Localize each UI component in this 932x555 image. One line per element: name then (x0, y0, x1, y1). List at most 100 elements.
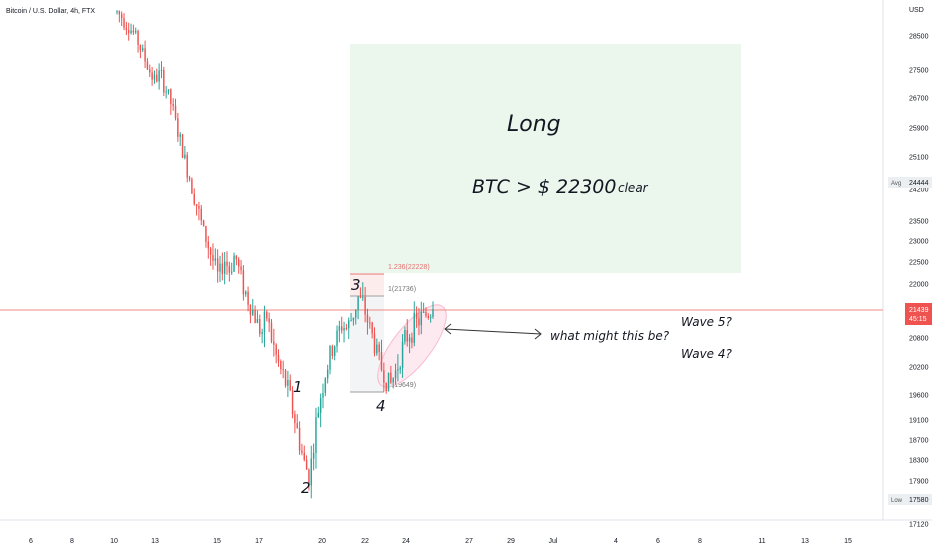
candle-body (230, 271, 233, 273)
candle-body (432, 309, 434, 317)
wave-label-1: 1 (293, 378, 303, 396)
candle-body (181, 134, 184, 158)
candle-body (348, 320, 350, 329)
symbol-title: Bitcoin / U.S. Dollar, 4h, FTX (6, 8, 95, 15)
candle-body (287, 379, 289, 386)
wave-label-4: 4 (376, 397, 386, 415)
candle-body (207, 241, 210, 249)
candle-body (228, 265, 231, 273)
time-tick-label: 6 (29, 538, 33, 545)
price-tick-label: 26700 (909, 96, 929, 103)
candle-body (256, 319, 259, 323)
clear-note: clear (618, 181, 649, 195)
time-tick-label: 6 (656, 538, 660, 545)
fib-band-upper (350, 274, 384, 296)
avg-label-bg (888, 177, 906, 188)
candle-body (132, 30, 135, 33)
candles-group (116, 10, 434, 499)
candle-body (273, 341, 275, 345)
candle-body (142, 48, 144, 51)
price-tick-label: 20200 (909, 365, 929, 372)
candle-body (317, 412, 320, 418)
last-price-value: 21439 (909, 307, 929, 314)
candle-body (254, 310, 256, 323)
candle-body (116, 11, 118, 13)
time-tick-label: 22 (361, 538, 369, 545)
candle-body (413, 312, 415, 343)
low-price-tag: Low 17580 (888, 494, 932, 505)
price-axis[interactable]: 28500 27500 26700 25900 25100 24200 23500 23000… (909, 34, 929, 529)
candle-body (401, 341, 404, 368)
candle-body (394, 370, 397, 379)
candle-body (385, 382, 387, 392)
candle-body (153, 74, 156, 80)
candle-body (266, 311, 268, 319)
candle-body (387, 372, 390, 392)
currency-label: USD (909, 7, 924, 14)
low-label: Low (891, 498, 903, 504)
long-title: Long (507, 112, 561, 137)
wave4-text: Wave 4? (681, 347, 732, 361)
price-tick-label: 25900 (909, 126, 929, 133)
time-tick-label: 13 (151, 538, 159, 545)
candle-body (418, 318, 420, 326)
price-tick-label: 18300 (909, 458, 929, 465)
time-tick-label: 4 (614, 538, 618, 545)
candle-body (312, 452, 315, 459)
candle-body (362, 297, 364, 299)
wave5-text: Wave 5? (681, 315, 732, 329)
candle-body (198, 205, 200, 209)
candle-body (125, 27, 128, 31)
candle-body (263, 311, 266, 332)
candle-body (366, 314, 369, 323)
time-tick-label: 20 (318, 538, 326, 545)
candle-body (146, 61, 149, 70)
long-zone-box[interactable] (350, 44, 741, 273)
candle-body (280, 361, 282, 370)
price-tick-label: 23000 (909, 239, 929, 246)
candle-body (249, 304, 252, 315)
time-axis[interactable]: 6 8 10 13 15 17 20 22 24 27 29 Jul 4 6 8 11 13 15 (29, 538, 852, 545)
candle-body (170, 89, 172, 105)
candle-body (233, 255, 235, 272)
candle-body (364, 297, 366, 315)
long-condition: BTC > $ 22300 (472, 176, 616, 198)
candle-body (397, 369, 399, 371)
candle-body (427, 315, 430, 318)
candle-body (282, 369, 284, 371)
candle-body (284, 370, 287, 386)
price-tick-label: 25100 (909, 155, 929, 162)
last-price-bg (905, 303, 932, 325)
time-tick-label: 13 (801, 538, 809, 545)
candle-body (195, 204, 198, 206)
price-tick-label: 18700 (909, 438, 929, 445)
time-tick-label: 10 (110, 538, 118, 545)
candle-body (212, 254, 214, 261)
price-tick-label: 23500 (909, 219, 929, 226)
time-tick-label: 17 (255, 538, 263, 545)
candle-body (209, 248, 212, 255)
candle-body (343, 327, 345, 331)
wave-label-2: 2 (301, 479, 311, 497)
candle-body (345, 327, 348, 329)
candle-body (167, 89, 170, 92)
candle-body (340, 326, 343, 331)
candle-body (184, 154, 186, 158)
price-tick-label: 28500 (909, 34, 929, 41)
price-tick-label: 22500 (909, 260, 929, 267)
double-arrow[interactable] (444, 323, 542, 340)
candle-body (242, 270, 245, 295)
candle-body (270, 322, 273, 342)
candle-body (259, 319, 261, 334)
low-label-bg (888, 494, 906, 505)
candle-body (369, 322, 371, 324)
price-tick-label: 27500 (909, 68, 929, 75)
candle-body (408, 337, 411, 342)
candle-body (252, 310, 254, 315)
arrow-shaft (444, 328, 542, 335)
candle-body (158, 70, 160, 82)
candle-body (127, 30, 130, 34)
candle-body (326, 369, 329, 379)
